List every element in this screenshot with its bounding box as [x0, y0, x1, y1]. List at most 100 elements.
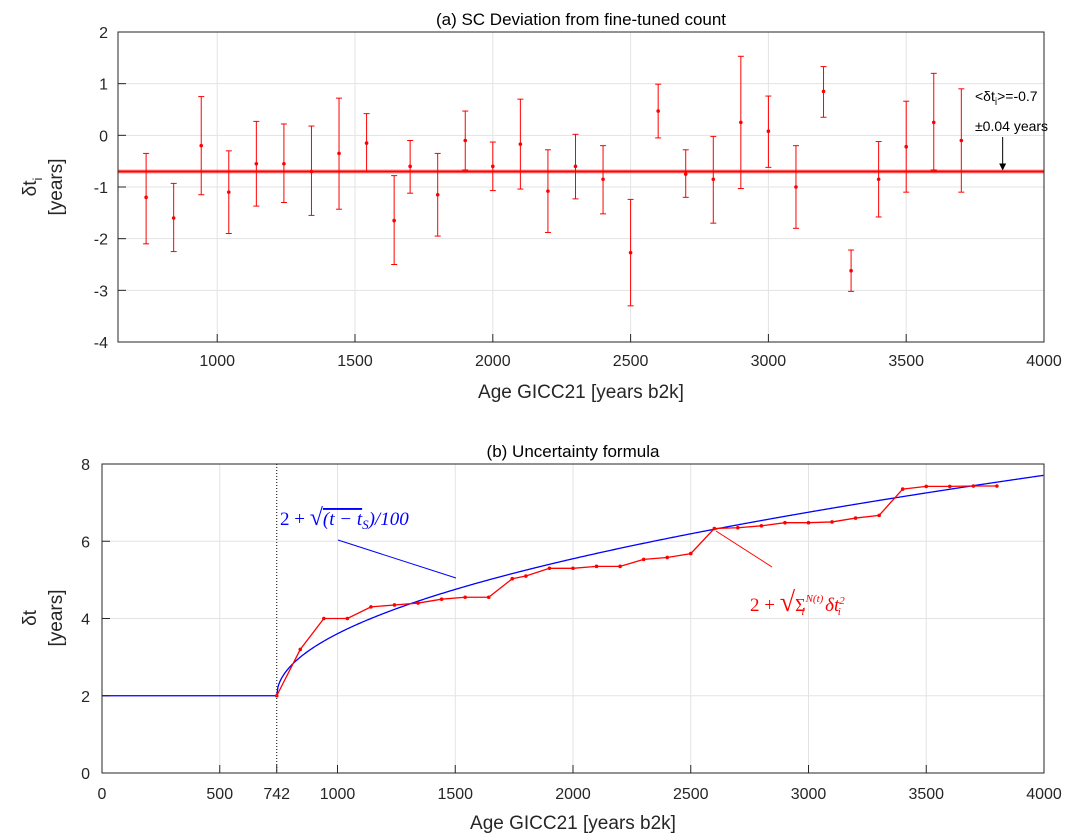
- red-data-point: [688, 551, 693, 556]
- y-tick-label: 0: [81, 766, 90, 783]
- panel-b-xlabel: Age GICC21 [years b2k]: [470, 813, 676, 834]
- red-data-point: [924, 484, 929, 489]
- x-tick-label: 2500: [673, 786, 709, 803]
- red-data-point: [830, 520, 834, 524]
- panel-a-mean-annotation: <δti>=-0.7 ±0.04 years: [975, 88, 1048, 171]
- red-data-point: [345, 616, 350, 621]
- red-data-point: [594, 564, 599, 569]
- data-point: [364, 141, 369, 145]
- data-point: [309, 169, 314, 174]
- x-tick-label: 3500: [908, 786, 944, 803]
- data-point: [546, 189, 550, 193]
- panel-a-series: [143, 55, 965, 307]
- annotation-mean-prefix: <δt: [975, 88, 995, 104]
- data-point: [435, 192, 440, 197]
- blue-formula-leader: [337, 539, 457, 579]
- red-data-point: [571, 566, 575, 571]
- y-tick-label: -2: [94, 232, 108, 249]
- data-point: [601, 177, 605, 182]
- x-tick-label: 1500: [337, 353, 373, 370]
- red-data-point: [510, 576, 515, 581]
- panel-b: 0 500 742 1000 1500 2000 2500 3000 3500 4000 0 2 4 6 8…: [20, 442, 1062, 834]
- panel-b-ylabel: δt [years]: [20, 589, 67, 646]
- annotation-mean-suffix: >=-0.7: [997, 88, 1038, 104]
- red-data-point: [971, 484, 976, 488]
- panel-a-ylabel-subscript: i: [30, 178, 45, 181]
- data-point: [904, 144, 909, 149]
- y-tick-label: -4: [94, 335, 108, 352]
- data-point: [518, 142, 523, 146]
- red-data-point: [486, 595, 491, 600]
- red-data-point: [806, 520, 811, 525]
- red-data-point: [853, 516, 858, 520]
- data-point: [463, 138, 468, 143]
- x-tick-label: 3000: [791, 786, 827, 803]
- red-formula-label: 2 + √ΣN(t) i δt2 i: [715, 530, 845, 618]
- blue-formula-label: 2 + √(t − tS)/100: [280, 505, 457, 579]
- data-point: [408, 164, 412, 169]
- data-point: [392, 218, 396, 223]
- red-data-point: [736, 525, 740, 530]
- x-tick-label: 1000: [199, 353, 235, 370]
- y-tick-label: 2: [81, 689, 90, 706]
- red-data-point: [948, 484, 952, 489]
- red-data-point: [900, 487, 905, 491]
- data-point: [849, 268, 853, 273]
- red-data-point: [439, 597, 444, 601]
- y-tick-label: -3: [94, 283, 108, 300]
- y-tick-label: 4: [81, 612, 90, 629]
- svg-text:<δti>=-0.7: <δti>=-0.7: [975, 88, 1038, 108]
- x-tick-label: 4000: [1026, 353, 1062, 370]
- red-data-point: [547, 566, 552, 571]
- panel-b-ticks: 0 500 742 1000 1500 2000 2500 3000 3500 4000 0 2 4 6 8: [81, 457, 1062, 803]
- x-tick-label: 1500: [437, 786, 473, 803]
- red-formula-leader: [715, 530, 773, 568]
- y-tick-label: 1: [99, 77, 108, 94]
- x-tick-label: 500: [206, 786, 233, 803]
- panel-a-xlabel: Age GICC21 [years b2k]: [478, 382, 684, 403]
- y-tick-label: 6: [81, 534, 90, 551]
- data-point: [766, 129, 771, 133]
- data-point: [226, 190, 231, 194]
- red-data-point: [641, 557, 646, 562]
- panel-a-ylabel-symbol: δt: [20, 180, 41, 197]
- red-data-point: [877, 513, 881, 518]
- x-tick-label: 742: [263, 786, 290, 803]
- data-point: [199, 143, 204, 148]
- svg-text:2 + √(t − tS)/100: 2 + √(t − tS)/100: [280, 505, 409, 532]
- panel-a-ylabel: δti [years]: [20, 158, 67, 215]
- data-point: [491, 164, 495, 169]
- red-data-point: [524, 574, 528, 578]
- panel-b-ylabel-units: [years]: [46, 589, 67, 646]
- red-data-point: [995, 484, 999, 488]
- red-data-point: [759, 524, 764, 528]
- red-data-point: [369, 605, 373, 609]
- red-data-point: [665, 555, 669, 560]
- data-point: [144, 195, 148, 200]
- panel-a-ticks: 1000 1500 2000 2500 3000 3500 4000 -4 -3 -2 -1 0 1 2: [94, 25, 1062, 370]
- x-tick-label: 0: [98, 786, 107, 803]
- data-point: [711, 177, 716, 182]
- red-data-point: [783, 520, 787, 525]
- y-tick-label: 2: [99, 25, 108, 42]
- x-tick-label: 2500: [613, 353, 649, 370]
- x-tick-label: 3500: [888, 353, 924, 370]
- panel-a: 1000 1500 2000 2500 3000 3500 4000-4-3-2-1012 …: [20, 10, 1062, 403]
- data-point: [794, 185, 798, 189]
- blue-formula-curve: [102, 474, 1044, 697]
- data-point: [573, 164, 578, 169]
- red-data-point: [463, 595, 467, 600]
- red-cumulative-line: [276, 485, 997, 697]
- x-tick-label: 2000: [475, 353, 511, 370]
- panel-a-ylabel-units: [years]: [46, 158, 67, 215]
- annotation-mean-sub: i: [995, 97, 997, 108]
- red-data-point: [322, 616, 326, 621]
- red-data-point: [416, 601, 420, 605]
- svg-text:δti: δti: [20, 178, 45, 197]
- y-tick-label: -1: [94, 180, 108, 197]
- data-point: [821, 89, 826, 94]
- x-tick-label: 2000: [555, 786, 591, 803]
- y-tick-label: 0: [99, 128, 108, 145]
